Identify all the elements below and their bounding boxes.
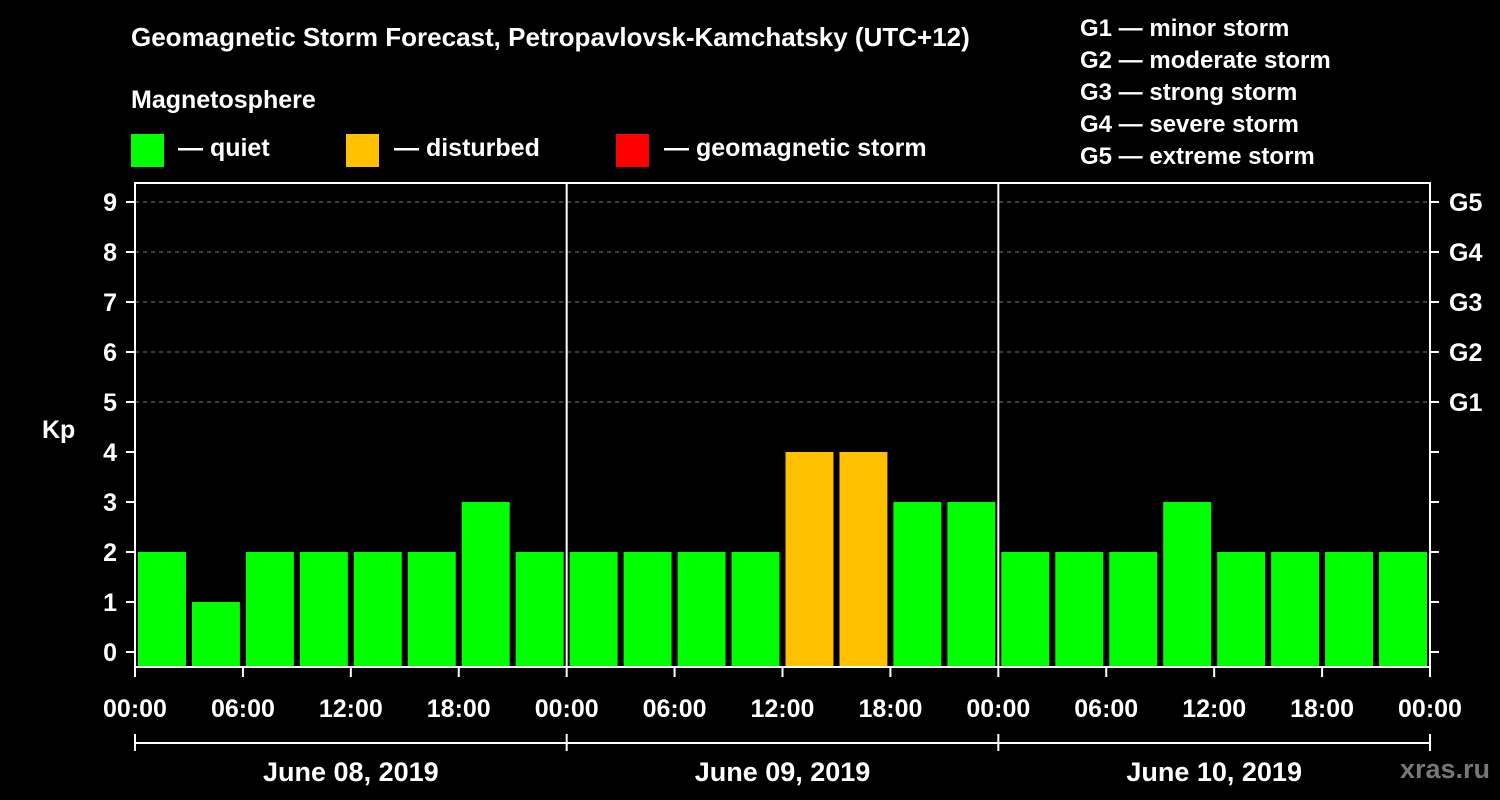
x-tick-label: 12:00 <box>1182 695 1246 723</box>
x-tick-label: 00:00 <box>1398 695 1462 723</box>
kp-bar <box>947 502 996 667</box>
kp-bar <box>299 552 348 667</box>
storm-scale-g1: G1 — minor storm <box>1080 15 1290 42</box>
legend-title: Magnetosphere <box>131 86 316 114</box>
kp-bar <box>1325 552 1374 667</box>
kp-bar <box>1055 552 1104 667</box>
legend-label-quiet: — quiet <box>178 134 270 162</box>
x-tick-label: 06:00 <box>643 695 707 723</box>
kp-bar <box>677 552 726 667</box>
kp-bar <box>407 552 456 667</box>
x-tick-label: 18:00 <box>858 695 922 723</box>
x-tick-label: 12:00 <box>751 695 815 723</box>
legend-swatch-storm <box>616 134 649 167</box>
kp-bar <box>245 552 294 667</box>
x-tick-label: 00:00 <box>103 695 167 723</box>
legend-label-disturbed: — disturbed <box>394 134 540 162</box>
kp-bar <box>839 452 888 667</box>
g-scale-label: G1 <box>1449 389 1482 417</box>
kp-bar <box>1001 552 1050 667</box>
g-scale-label: G2 <box>1449 339 1482 367</box>
storm-scale-g3: G3 — strong storm <box>1080 79 1298 106</box>
kp-bar <box>515 552 564 667</box>
x-tick-label: 00:00 <box>966 695 1030 723</box>
kp-bar <box>191 602 240 667</box>
storm-scale-g2: G2 — moderate storm <box>1080 47 1331 74</box>
kp-bar <box>461 502 510 667</box>
kp-bar <box>785 452 834 667</box>
storm-scale-g4: G4 — severe storm <box>1080 111 1299 138</box>
legend-swatch-disturbed <box>346 134 379 167</box>
kp-bar <box>1379 552 1427 667</box>
watermark: xras.ru <box>1399 754 1490 784</box>
y-tick-label: 7 <box>103 289 117 317</box>
kp-bar <box>1109 552 1158 667</box>
y-tick-label: 8 <box>103 239 117 267</box>
y-tick-label: 5 <box>103 389 117 417</box>
kp-bar <box>353 552 402 667</box>
day-label: June 09, 2019 <box>695 757 871 787</box>
x-tick-label: 18:00 <box>427 695 491 723</box>
storm-scale-g5: G5 — extreme storm <box>1080 143 1315 170</box>
g-scale-label: G4 <box>1449 239 1482 267</box>
legend-swatch-quiet <box>131 134 164 167</box>
kp-bar <box>1163 502 1212 667</box>
y-tick-label: 2 <box>103 539 117 567</box>
day-label: June 10, 2019 <box>1126 757 1302 787</box>
legend-label-storm: — geomagnetic storm <box>664 134 927 162</box>
kp-bar <box>893 502 942 667</box>
g-scale-label: G3 <box>1449 289 1482 317</box>
x-tick-label: 00:00 <box>535 695 599 723</box>
y-tick-label: 6 <box>103 339 117 367</box>
chart-title: Geomagnetic Storm Forecast, Petropavlovs… <box>131 22 970 52</box>
kp-bar <box>1271 552 1320 667</box>
kp-bar <box>1217 552 1266 667</box>
y-tick-label: 4 <box>103 439 117 467</box>
kp-bar <box>138 552 186 667</box>
kp-bar <box>569 552 618 667</box>
y-tick-label: 9 <box>103 189 117 217</box>
g-scale-label: G5 <box>1449 189 1482 217</box>
x-tick-label: 12:00 <box>319 695 383 723</box>
y-axis-label: Kp <box>42 416 75 444</box>
x-tick-label: 06:00 <box>211 695 275 723</box>
day-label: June 08, 2019 <box>263 757 439 787</box>
y-tick-label: 1 <box>103 589 117 617</box>
kp-bar <box>623 552 672 667</box>
kp-bar <box>731 552 780 667</box>
x-tick-label: 06:00 <box>1074 695 1138 723</box>
y-tick-label: 0 <box>103 639 117 667</box>
x-tick-label: 18:00 <box>1290 695 1354 723</box>
y-tick-label: 3 <box>103 489 117 517</box>
